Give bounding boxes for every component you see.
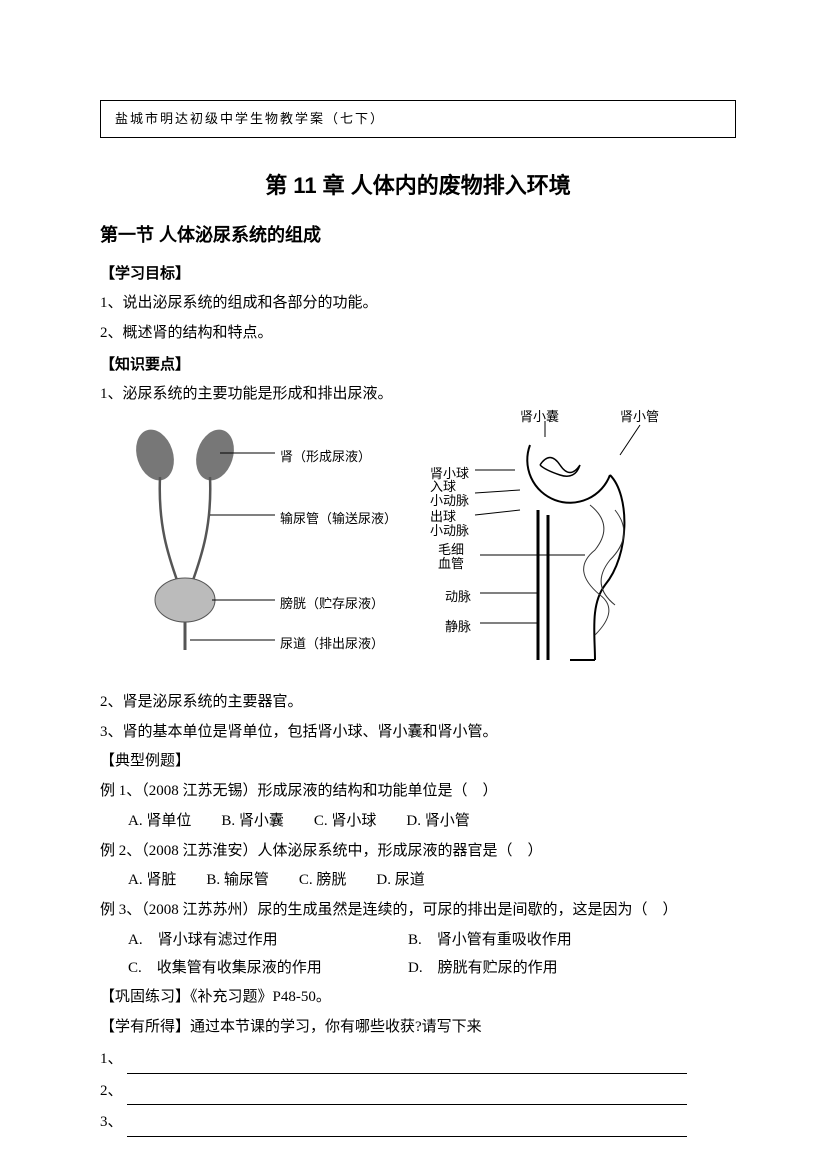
label-vein: 静脉 bbox=[445, 615, 471, 639]
option-a: A. 肾单位 bbox=[128, 808, 191, 836]
keypoint-item: 3、肾的基本单位是肾单位，包括肾小球、肾小囊和肾小管。 bbox=[100, 719, 736, 747]
label-capillary: 毛细血管 bbox=[438, 543, 464, 572]
goal-item: 1、说出泌尿系统的组成和各部分的功能。 bbox=[100, 290, 736, 318]
label-efferent: 出球小动脉 bbox=[430, 510, 469, 539]
fill-label: 1、 bbox=[100, 1051, 123, 1067]
label-artery: 动脉 bbox=[445, 585, 471, 609]
fill-row: 1、 bbox=[100, 1046, 736, 1074]
page-header-box: 盐城市明达初级中学生物教学案（七下） bbox=[100, 100, 736, 138]
goals-heading: 【学习目标】 bbox=[100, 260, 736, 288]
example-options: A. 肾脏 B. 输尿管 C. 膀胱 D. 尿道 bbox=[100, 867, 736, 895]
option-a: A. 肾小球有滤过作用 bbox=[128, 927, 378, 955]
label-bladder: 膀胱（贮存尿液） bbox=[280, 592, 384, 616]
option-d: D. 肾小管 bbox=[406, 808, 469, 836]
keypoints-heading: 【知识要点】 bbox=[100, 351, 736, 379]
fill-row: 3、 bbox=[100, 1109, 736, 1137]
reflect-heading: 【学有所得】通过本节课的学习，你有哪些收获?请写下来 bbox=[100, 1014, 736, 1042]
section-title: 第一节 人体泌尿系统的组成 bbox=[100, 219, 736, 252]
example-stem: 例 1、（2008 江苏无锡）形成尿液的结构和功能单位是（ ） bbox=[100, 778, 736, 806]
option-c: C. 收集管有收集尿液的作用 bbox=[128, 955, 378, 983]
option-c: C. 肾小球 bbox=[314, 808, 377, 836]
keypoint-item: 2、肾是泌尿系统的主要器官。 bbox=[100, 689, 736, 717]
label-ureter: 输尿管（输送尿液） bbox=[280, 507, 397, 531]
example-options: A. 肾小球有滤过作用 B. 肾小管有重吸收作用 C. 收集管有收集尿液的作用 … bbox=[100, 927, 736, 983]
option-d: D. 膀胱有贮尿的作用 bbox=[408, 955, 558, 983]
examples-heading: 【典型例题】 bbox=[100, 748, 736, 776]
option-b: B. 肾小囊 bbox=[221, 808, 284, 836]
example-stem: 例 3、（2008 江苏苏州）尿的生成虽然是连续的，可尿的排出是间歇的，这是因为… bbox=[100, 897, 736, 925]
blank-line[interactable] bbox=[127, 1087, 687, 1105]
label-afferent: 入球小动脉 bbox=[430, 480, 469, 509]
nephron-diagram: 肾小囊 肾小管 肾小球 入球小动脉 出球小动脉 毛细血管 动脉 静脉 bbox=[420, 415, 680, 675]
diagram-row: 肾（形成尿液） 输尿管（输送尿液） 膀胱（贮存尿液） 尿道（排出尿液） bbox=[100, 415, 736, 675]
urinary-system-diagram: 肾（形成尿液） 输尿管（输送尿液） 膀胱（贮存尿液） 尿道（排出尿液） bbox=[100, 415, 400, 675]
fill-label: 2、 bbox=[100, 1083, 123, 1099]
label-urethra: 尿道（排出尿液） bbox=[280, 632, 384, 656]
option-c: C. 膀胱 bbox=[299, 867, 347, 895]
option-d: D. 尿道 bbox=[376, 867, 424, 895]
practice-heading: 【巩固练习】《补充习题》P48-50。 bbox=[100, 984, 736, 1012]
example-stem: 例 2、（2008 江苏淮安）人体泌尿系统中，形成尿液的器官是（ ） bbox=[100, 838, 736, 866]
option-b: B. 肾小管有重吸收作用 bbox=[408, 927, 572, 955]
blank-line[interactable] bbox=[127, 1056, 687, 1074]
label-kidney: 肾（形成尿液） bbox=[280, 445, 371, 469]
label-tubule: 肾小管 bbox=[620, 405, 659, 429]
blank-line[interactable] bbox=[127, 1119, 687, 1137]
goal-item: 2、概述肾的结构和特点。 bbox=[100, 320, 736, 348]
label-capsule: 肾小囊 bbox=[520, 405, 559, 429]
chapter-title: 第 11 章 人体内的废物排入环境 bbox=[100, 166, 736, 207]
example-options: A. 肾单位 B. 肾小囊 C. 肾小球 D. 肾小管 bbox=[100, 808, 736, 836]
fill-label: 3、 bbox=[100, 1114, 123, 1130]
option-a: A. 肾脏 bbox=[128, 867, 176, 895]
page-header-text: 盐城市明达初级中学生物教学案（七下） bbox=[115, 111, 385, 126]
option-b: B. 输尿管 bbox=[206, 867, 269, 895]
fill-row: 2、 bbox=[100, 1078, 736, 1106]
